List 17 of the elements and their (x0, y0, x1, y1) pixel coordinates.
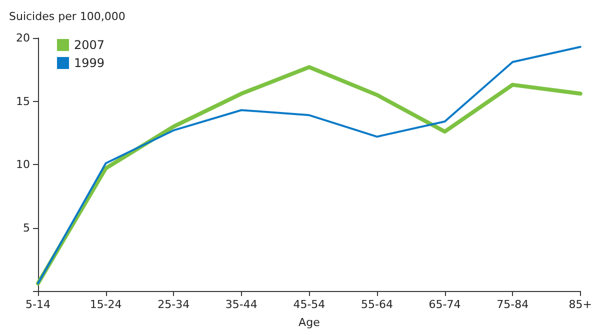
y-axis-title: Suicides per 100,000 (9, 10, 126, 23)
y-tick-label: 10 (16, 158, 30, 171)
x-tick-label: 5-14 (26, 298, 50, 311)
x-tick-label: 35-44 (225, 298, 258, 311)
x-axis-title: Age (298, 316, 320, 329)
y-tick-label: 15 (16, 94, 30, 108)
y-tick-label: 20 (16, 32, 30, 44)
x-tick-label: 55-64 (361, 298, 393, 311)
x-tick-label: 45-54 (293, 298, 326, 311)
x-tick-label: 85+ (568, 298, 592, 311)
legend-label: 2007 (74, 38, 105, 52)
x-tick-label: 65-74 (428, 298, 461, 311)
x-tick-label: 25-34 (158, 298, 190, 311)
x-tick-label: 15-24 (90, 298, 122, 311)
legend-label: 1999 (74, 56, 105, 70)
x-tick-label: 75-84 (496, 298, 529, 311)
y-tick-label: 5 (23, 221, 30, 234)
